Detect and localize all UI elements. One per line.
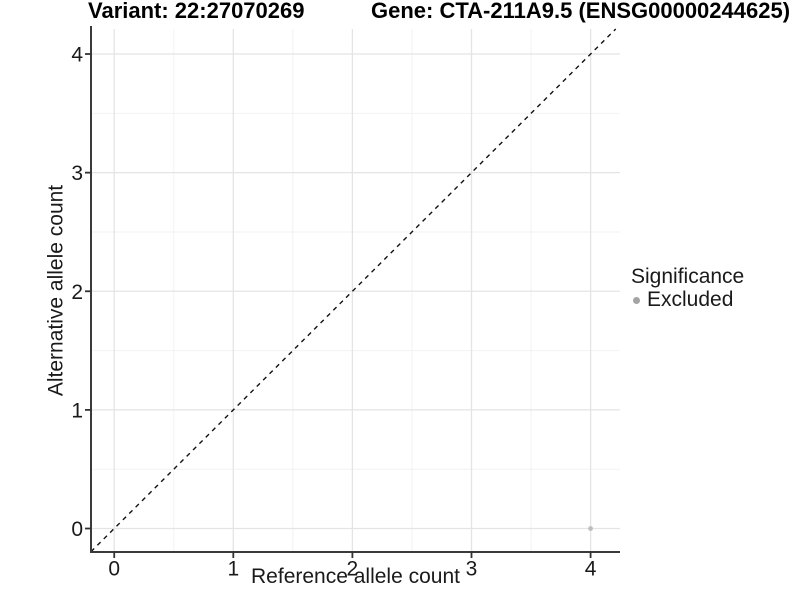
- excluded-point-icon: [633, 296, 640, 304]
- x-tick-label: 2: [347, 558, 359, 581]
- y-axis-title: Alternative allele count: [44, 184, 68, 397]
- legend-entry-excluded: Excluded: [630, 289, 744, 311]
- y-tick-label: 2: [71, 281, 83, 304]
- y-tick-label: 4: [71, 44, 83, 67]
- variant-title: Variant: 22:27070269: [88, 0, 305, 23]
- y-tick-label: 3: [71, 162, 83, 185]
- legend-title: Significance: [631, 265, 745, 288]
- gene-title: Gene: CTA-211A9.5 (ENSG00000244625): [371, 0, 791, 23]
- x-tick-label: 3: [466, 558, 478, 581]
- x-axis-title: Reference allele count: [251, 565, 460, 588]
- y-tick-label: 1: [71, 399, 83, 422]
- legend-entry-label: Excluded: [647, 288, 734, 311]
- x-tick-label: 4: [585, 558, 597, 581]
- x-tick-label: 0: [108, 558, 120, 581]
- identity-line: [90, 28, 617, 553]
- y-tick-label: 0: [71, 518, 83, 541]
- legend: Significance Excluded: [630, 266, 744, 311]
- x-tick-label: 1: [227, 558, 239, 581]
- data-point: [588, 526, 593, 531]
